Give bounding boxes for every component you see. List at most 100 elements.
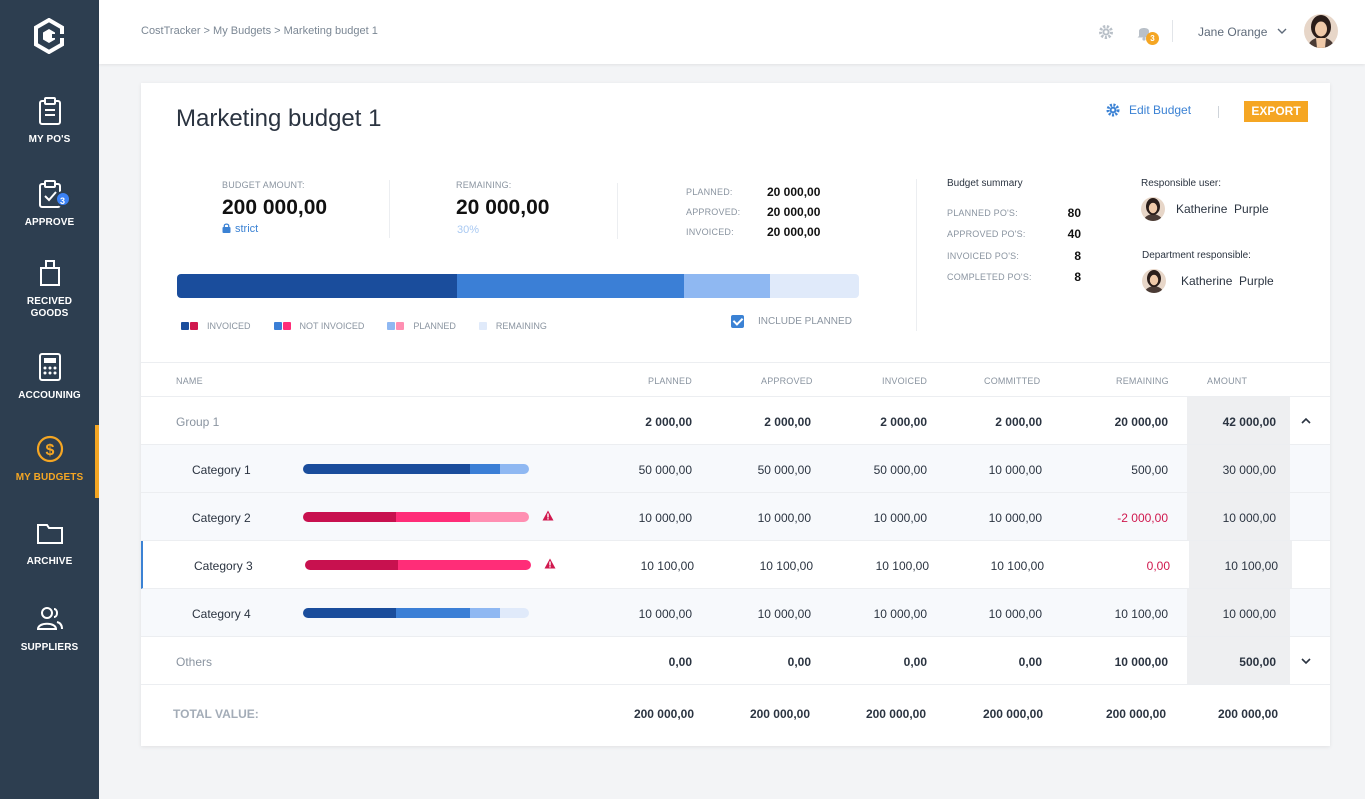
nav-approve[interactable]: 3 APPROVE (0, 179, 99, 229)
budget-bar-segment-planned (683, 274, 771, 298)
cell-committed: 10 000,00 (988, 463, 1042, 477)
col-committed[interactable]: COMMITTED (984, 376, 1041, 386)
calculator-icon (38, 353, 61, 381)
legend-label: REMAINING (495, 321, 547, 331)
summary-approved-value: 40 (1067, 227, 1081, 242)
planned-value: 20 000,00 (767, 185, 821, 199)
amount-column-bg (1187, 397, 1290, 444)
budget-bar-segment-not-invoiced (456, 274, 684, 298)
col-invoiced[interactable]: INVOICED (882, 376, 928, 386)
bar-segment-not-invoiced (395, 512, 471, 522)
legend-invoiced: INVOICED (181, 321, 251, 331)
breadcrumb[interactable]: CostTracker > My Budgets > Marketing bud… (141, 25, 378, 37)
col-approved[interactable]: APPROVED (761, 376, 813, 386)
app-logo-icon[interactable] (33, 18, 65, 54)
total-invoiced: 200 000,00 (865, 707, 926, 721)
nav-label: SUPPLIERS (20, 642, 79, 653)
budget-bar-segment-invoiced (177, 274, 457, 298)
cell-committed: 10 000,00 (988, 607, 1042, 621)
settings-gear-icon[interactable] (1098, 24, 1114, 40)
legend-remaining: REMAINING (478, 321, 547, 331)
cell-invoiced: 10 000,00 (873, 511, 927, 525)
cell-amount: 42 000,00 (1222, 415, 1276, 429)
category-row[interactable]: Category 1 50 000,00 50 000,00 50 000,00 10 … (141, 445, 1330, 493)
strict-label: strict (235, 223, 259, 235)
legend-not-invoiced: NOT INVOICED (273, 321, 364, 331)
category-row[interactable]: Category 3 10 100,00 10 100,00 10 100,00 10 … (141, 541, 1330, 589)
edit-budget-button[interactable]: Edit Budget (1106, 103, 1191, 117)
chevron-down-icon[interactable] (1300, 656, 1312, 666)
cell-approved: 10 100,00 (759, 559, 813, 573)
summary-row: COMPLETED PO'S: 8 (947, 267, 1081, 289)
approved-row: APPROVED: 20 000,00 (686, 202, 820, 222)
sidebar: MY PO'S 3 APPROVE RECIVED GOODS ACCOUNIN… (0, 0, 99, 799)
col-amount[interactable]: AMOUNT (1207, 376, 1248, 386)
category-progress-bar (305, 560, 531, 570)
budget-amount-value: 200 000,00 (222, 196, 328, 219)
top-header: CostTracker > My Budgets > Marketing bud… (99, 0, 1365, 64)
total-approved: 200 000,00 (749, 707, 810, 721)
cell-approved: 50 000,00 (757, 463, 811, 477)
bar-segment-invoiced (303, 512, 396, 522)
lock-icon (222, 223, 231, 233)
summary-invoiced-value: 8 (1074, 248, 1081, 263)
col-remaining[interactable]: REMAINING (1116, 376, 1169, 386)
nav-my-budgets[interactable]: $ MY BUDGETS (0, 434, 99, 484)
nav-suppliers[interactable]: SUPPLIERS (0, 604, 99, 654)
category-row[interactable]: Category 2 10 000,00 10 000,00 10 000,00 10 … (141, 493, 1330, 541)
summary-row: APPROVED PO'S: 40 (947, 224, 1081, 246)
nav-my-pos[interactable]: MY PO'S (0, 96, 99, 146)
cell-planned: 0,00 (668, 655, 692, 669)
nav-archive[interactable]: ARCHIVE (0, 518, 99, 568)
category-row[interactable]: Category 4 10 000,00 10 000,00 10 000,00 10 … (141, 589, 1330, 637)
cell-planned: 10 000,00 (638, 511, 692, 525)
warning-icon (542, 510, 554, 521)
total-remaining: 200 000,00 (1105, 707, 1166, 721)
group-row[interactable]: Group 1 2 000,00 2 000,00 2 000,00 2 000… (141, 397, 1330, 445)
budget-bar-segment-remaining (770, 274, 859, 298)
category-name: Category 4 (192, 607, 251, 621)
remaining-value: 20 000,00 (456, 196, 550, 219)
col-planned[interactable]: PLANNED (648, 376, 692, 386)
cell-invoiced: 10 000,00 (873, 607, 927, 621)
category-rows: Category 1 50 000,00 50 000,00 50 000,00 10 … (141, 445, 1330, 637)
bar-segment-not-invoiced (395, 608, 471, 618)
category-progress-bar (303, 512, 529, 522)
checkbox-checked-icon[interactable] (731, 315, 744, 328)
responsible-user-label: Responsible user: (1141, 178, 1222, 189)
warning-icon (544, 558, 556, 569)
others-row[interactable]: Others 0,00 0,00 0,00 0,00 10 000,00 500… (141, 637, 1330, 685)
col-name[interactable]: NAME (176, 376, 203, 386)
bar-segment-invoiced (303, 464, 471, 474)
cell-approved: 10 000,00 (757, 607, 811, 621)
legend-label: INVOICED (207, 321, 251, 331)
cell-invoiced: 50 000,00 (873, 463, 927, 477)
cell-planned: 2 000,00 (645, 415, 692, 429)
total-committed: 200 000,00 (982, 707, 1043, 721)
user-avatar[interactable] (1304, 14, 1338, 48)
export-button[interactable]: EXPORT (1244, 101, 1308, 122)
bar-segment-not-invoiced (470, 464, 500, 474)
category-progress-bar (303, 608, 529, 618)
department-responsible-entry[interactable]: Katherine Purple (1142, 269, 1274, 293)
budget-table: NAME PLANNED APPROVED INVOICED COMMITTED… (141, 362, 1330, 744)
chevron-up-icon[interactable] (1300, 416, 1312, 426)
gear-icon (1106, 103, 1120, 117)
responsible-user-entry[interactable]: Katherine Purple (1141, 197, 1269, 221)
total-planned: 200 000,00 (633, 707, 694, 721)
budget-amount-label: BUDGET AMOUNT: (222, 180, 305, 190)
nav-accounting[interactable]: ACCOUNING (0, 352, 99, 402)
approved-value: 20 000,00 (767, 205, 821, 219)
user-name[interactable]: Jane Orange (1198, 25, 1268, 39)
include-planned-checkbox[interactable]: INCLUDE PLANNED (731, 315, 852, 328)
remaining-percent: 30% (457, 224, 480, 236)
nav-icon-wrap: 3 (35, 179, 71, 209)
budget-progress-bar (177, 274, 859, 298)
active-indicator (95, 425, 99, 498)
responsible-user-name: Katherine Purple (1176, 202, 1269, 216)
bar-segment-remaining (499, 608, 529, 618)
approved-label: APPROVED: (686, 207, 741, 217)
status-totals: PLANNED: 20 000,00 APPROVED: 20 000,00 I… (686, 182, 820, 242)
nav-received-goods[interactable]: RECIVED GOODS (0, 258, 99, 320)
chevron-down-icon[interactable] (1276, 25, 1288, 37)
